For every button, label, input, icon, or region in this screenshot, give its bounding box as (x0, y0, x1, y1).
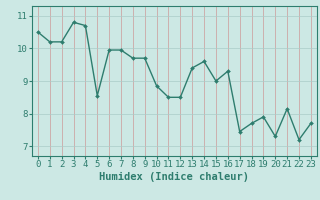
X-axis label: Humidex (Indice chaleur): Humidex (Indice chaleur) (100, 172, 249, 182)
